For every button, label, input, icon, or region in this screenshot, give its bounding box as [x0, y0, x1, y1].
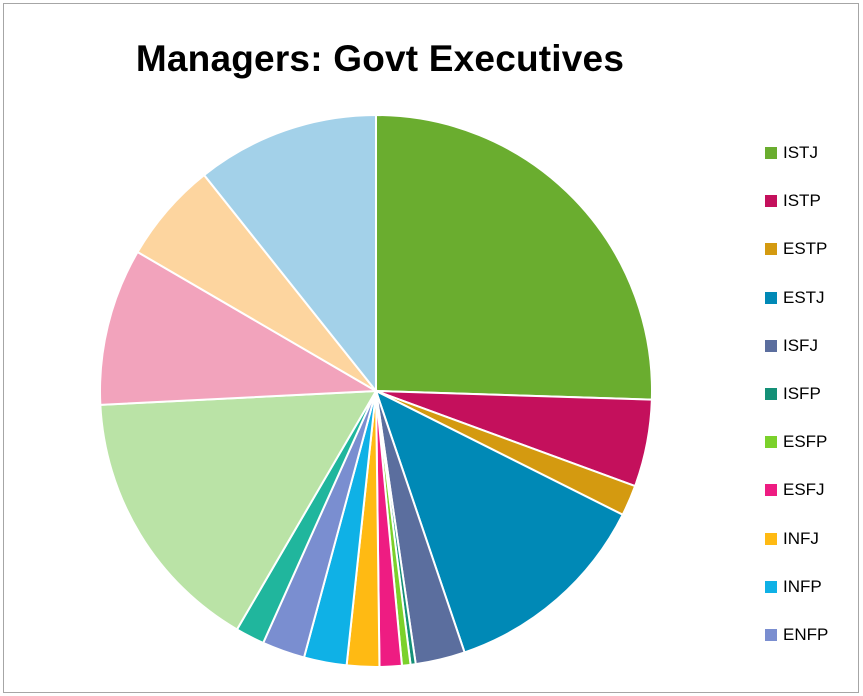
legend-label: ISTJ: [783, 143, 818, 162]
legend-label: ESFP: [783, 432, 828, 452]
legend-swatch: [765, 291, 777, 304]
legend-swatch: [765, 147, 777, 159]
legend-label: INFJ: [783, 528, 819, 548]
legend-swatch: [765, 629, 777, 641]
legend-label: ISFP: [783, 384, 821, 403]
pie-slice-unlabeled-13: [99, 250, 380, 406]
legend-swatch: [765, 388, 777, 400]
legend-swatch: [765, 243, 777, 256]
chart-title: Managers: Govt Executives: [135, 38, 625, 79]
pie-slice-unlabeled-12: [99, 389, 378, 631]
legend-label: INFP: [783, 576, 822, 596]
legend-label: ENFP: [783, 625, 829, 644]
legend-label: ISFJ: [783, 335, 818, 355]
legend-label: ISTP: [783, 191, 821, 211]
legend-swatch: [765, 484, 777, 497]
legend-swatch: [765, 339, 777, 352]
legend-swatch: [765, 532, 777, 545]
legend-swatch: [765, 195, 777, 208]
pie-slice-estj: [374, 389, 625, 654]
legend-swatch: [765, 436, 777, 449]
pie-slice-istj: [375, 113, 653, 401]
legend-label: ESTP: [783, 239, 828, 259]
legend-label: ESTJ: [783, 287, 825, 307]
legend-label: ESFJ: [783, 480, 825, 500]
legend-swatch: [765, 580, 777, 593]
pie-slice-unlabeled-15: [202, 113, 377, 394]
